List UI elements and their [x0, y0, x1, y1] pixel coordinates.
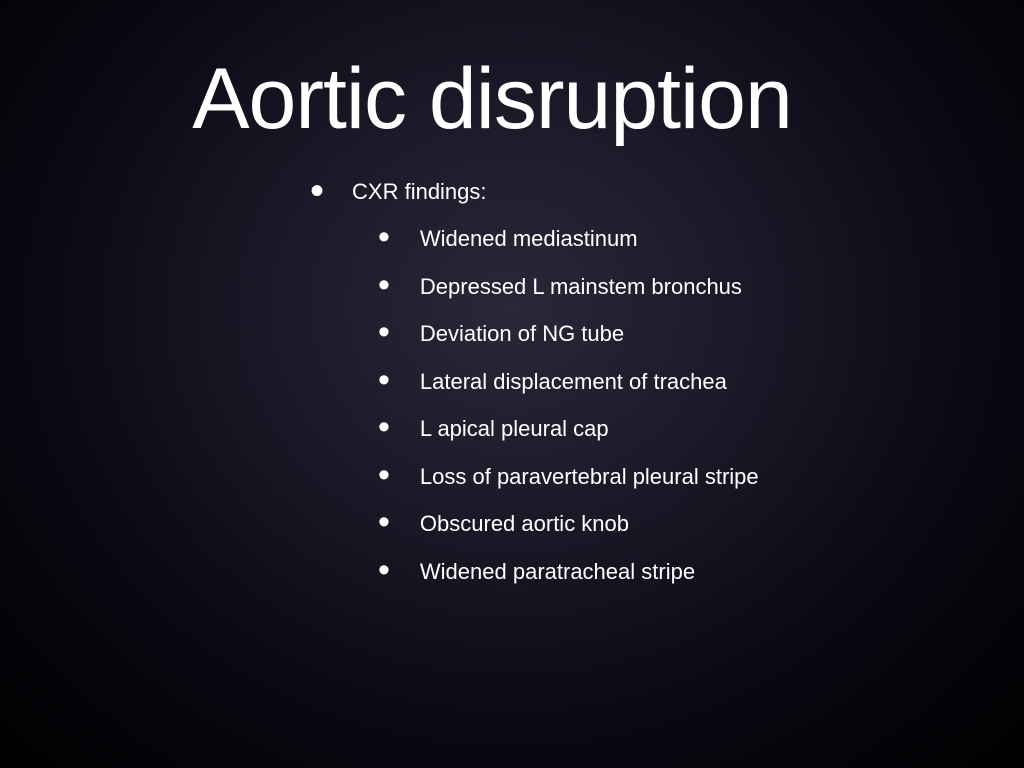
- sub-item-text: Lateral displacement of trachea: [420, 368, 727, 396]
- list-item: • Widened mediastinum: [378, 225, 798, 253]
- bullet-icon: •: [378, 277, 390, 293]
- bullet-icon: •: [378, 324, 390, 340]
- bullet-icon: •: [378, 372, 390, 388]
- sub-bullet-list: • Widened mediastinum • Depressed L main…: [378, 225, 1024, 585]
- slide-container: Aortic disruption • CXR findings: • Wide…: [0, 0, 1024, 768]
- list-item: • Obscured aortic knob: [378, 510, 798, 538]
- sub-item-text: Deviation of NG tube: [420, 320, 624, 348]
- sub-item-text: L apical pleural cap: [420, 415, 609, 443]
- bullet-icon: •: [310, 181, 324, 201]
- main-bullet-label: CXR findings:: [352, 179, 487, 205]
- sub-item-text: Loss of paravertebral pleural stripe: [420, 463, 759, 491]
- main-bullet-item: • CXR findings:: [310, 179, 1024, 205]
- bullet-icon: •: [378, 229, 390, 245]
- list-item: • Deviation of NG tube: [378, 320, 798, 348]
- list-item: • Depressed L mainstem bronchus: [378, 273, 798, 301]
- sub-item-text: Obscured aortic knob: [420, 510, 629, 538]
- bullet-icon: •: [378, 514, 390, 530]
- bullet-icon: •: [378, 419, 390, 435]
- list-item: • Lateral displacement of trachea: [378, 368, 798, 396]
- list-item: • Widened paratracheal stripe: [378, 558, 798, 586]
- slide-title: Aortic disruption: [0, 50, 1024, 149]
- sub-item-text: Depressed L mainstem bronchus: [420, 273, 742, 301]
- list-item: • L apical pleural cap: [378, 415, 798, 443]
- sub-item-text: Widened paratracheal stripe: [420, 558, 695, 586]
- sub-item-text: Widened mediastinum: [420, 225, 638, 253]
- list-item: • Loss of paravertebral pleural stripe: [378, 463, 798, 491]
- bullet-icon: •: [378, 562, 390, 578]
- slide-content: • CXR findings: • Widened mediastinum • …: [310, 179, 1024, 585]
- bullet-icon: •: [378, 467, 390, 483]
